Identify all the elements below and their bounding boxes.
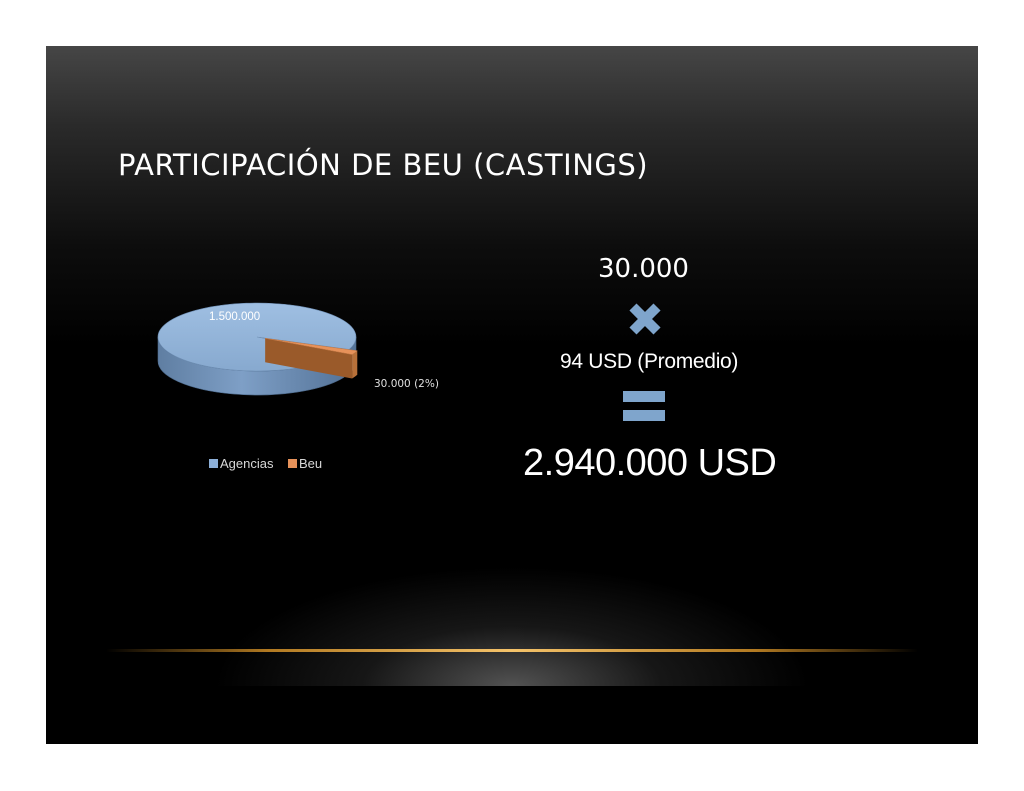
pie-slice-beu bbox=[265, 338, 358, 355]
slide-title: PARTICIPACIÓN DE BEU (CASTINGS) bbox=[118, 148, 649, 182]
equation-operand-1: 30.000 bbox=[598, 254, 689, 284]
slide: PARTICIPACIÓN DE BEU (CASTINGS) 1.500.00… bbox=[46, 46, 978, 744]
pie-chart: 1.500.000 30.000 (2%) bbox=[157, 302, 439, 396]
equation-operand-2: 94 USD (Promedio) bbox=[560, 350, 739, 373]
pie-slice-beu-side bbox=[352, 350, 358, 379]
slide-glow bbox=[212, 566, 812, 686]
legend-beu: Beu bbox=[288, 456, 322, 471]
equals-icon bbox=[623, 391, 665, 421]
multiply-icon bbox=[629, 303, 661, 335]
legend-label-beu: Beu bbox=[299, 456, 323, 471]
legend-swatch-agencias bbox=[209, 459, 218, 468]
legend-swatch-beu bbox=[288, 459, 297, 468]
legend-agencias: Agencias bbox=[209, 456, 273, 471]
legend-label-agencias: Agencias bbox=[220, 456, 274, 471]
equation-result: 2.940.000 USD bbox=[523, 442, 777, 484]
slide-divider-line bbox=[106, 649, 918, 652]
data-label-agencias: 1.500.000 bbox=[209, 311, 260, 323]
data-label-beu: 30.000 (2%) bbox=[374, 378, 439, 390]
pie-slice-beu-inner-side bbox=[265, 338, 353, 379]
